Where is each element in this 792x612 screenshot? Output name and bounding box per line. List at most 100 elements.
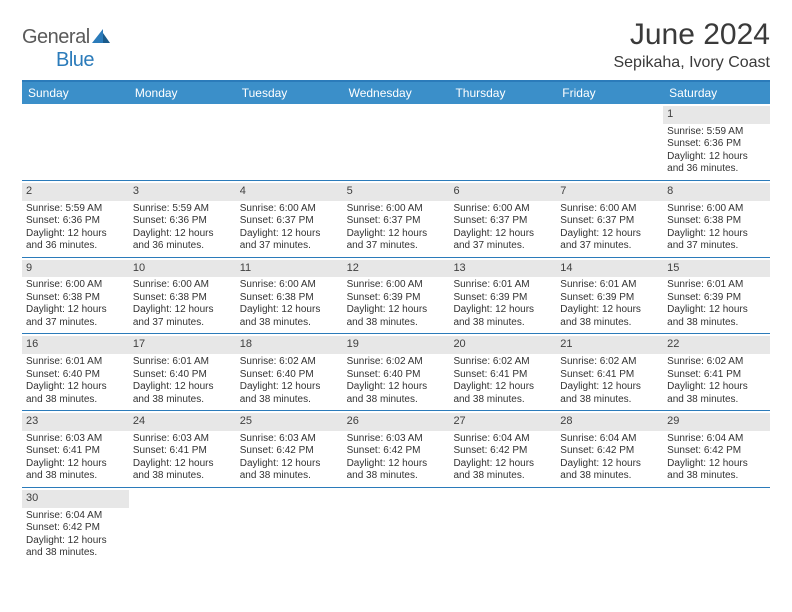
sunset-line: Sunset: 6:38 PM xyxy=(667,215,766,228)
daylight-line: Daylight: 12 hours and 38 minutes. xyxy=(453,458,552,483)
sunrise-line: Sunrise: 6:00 AM xyxy=(240,203,339,216)
daylight-line: Daylight: 12 hours and 38 minutes. xyxy=(26,535,125,560)
sunset-line: Sunset: 6:42 PM xyxy=(240,445,339,458)
day-cell: 10Sunrise: 6:00 AMSunset: 6:38 PMDayligh… xyxy=(129,258,236,334)
day-header: Sunday xyxy=(22,82,129,104)
daylight-line: Daylight: 12 hours and 37 minutes. xyxy=(26,304,125,329)
sunrise-line: Sunrise: 6:00 AM xyxy=(667,203,766,216)
day-number: 16 xyxy=(22,336,129,354)
day-number: 30 xyxy=(22,490,129,508)
day-cell: 2Sunrise: 5:59 AMSunset: 6:36 PMDaylight… xyxy=(22,181,129,257)
sunset-line: Sunset: 6:36 PM xyxy=(133,215,232,228)
day-cell xyxy=(343,104,450,180)
day-cell xyxy=(556,104,663,180)
daylight-line: Daylight: 12 hours and 36 minutes. xyxy=(26,228,125,253)
sunrise-line: Sunrise: 6:02 AM xyxy=(453,356,552,369)
sunset-line: Sunset: 6:41 PM xyxy=(26,445,125,458)
sunrise-line: Sunrise: 6:00 AM xyxy=(560,203,659,216)
day-cell xyxy=(343,488,450,564)
day-number: 18 xyxy=(236,336,343,354)
daylight-line: Daylight: 12 hours and 36 minutes. xyxy=(133,228,232,253)
daylight-line: Daylight: 12 hours and 37 minutes. xyxy=(133,304,232,329)
daylight-line: Daylight: 12 hours and 37 minutes. xyxy=(347,228,446,253)
day-cell: 29Sunrise: 6:04 AMSunset: 6:42 PMDayligh… xyxy=(663,411,770,487)
day-number: 8 xyxy=(663,183,770,201)
day-cell: 23Sunrise: 6:03 AMSunset: 6:41 PMDayligh… xyxy=(22,411,129,487)
daylight-line: Daylight: 12 hours and 38 minutes. xyxy=(26,458,125,483)
sunrise-line: Sunrise: 6:00 AM xyxy=(133,279,232,292)
sunset-line: Sunset: 6:36 PM xyxy=(667,138,766,151)
day-cell: 27Sunrise: 6:04 AMSunset: 6:42 PMDayligh… xyxy=(449,411,556,487)
day-number: 12 xyxy=(343,260,450,278)
day-cell xyxy=(129,104,236,180)
day-number: 10 xyxy=(129,260,236,278)
daylight-line: Daylight: 12 hours and 38 minutes. xyxy=(133,381,232,406)
day-header: Monday xyxy=(129,82,236,104)
sunrise-line: Sunrise: 6:00 AM xyxy=(347,279,446,292)
sunrise-line: Sunrise: 5:59 AM xyxy=(26,203,125,216)
day-cell: 4Sunrise: 6:00 AMSunset: 6:37 PMDaylight… xyxy=(236,181,343,257)
sunset-line: Sunset: 6:42 PM xyxy=(667,445,766,458)
sunrise-line: Sunrise: 6:00 AM xyxy=(453,203,552,216)
day-cell: 13Sunrise: 6:01 AMSunset: 6:39 PMDayligh… xyxy=(449,258,556,334)
day-cell: 11Sunrise: 6:00 AMSunset: 6:38 PMDayligh… xyxy=(236,258,343,334)
day-cell xyxy=(449,488,556,564)
day-cell xyxy=(449,104,556,180)
daylight-line: Daylight: 12 hours and 38 minutes. xyxy=(26,381,125,406)
day-cell: 7Sunrise: 6:00 AMSunset: 6:37 PMDaylight… xyxy=(556,181,663,257)
day-cell: 17 Sunrise: 6:01 AMSunset: 6:40 PMDayligh… xyxy=(129,334,236,410)
sunrise-line: Sunrise: 6:00 AM xyxy=(347,203,446,216)
day-cell: 3Sunrise: 5:59 AMSunset: 6:36 PMDaylight… xyxy=(129,181,236,257)
day-number: 17 xyxy=(129,336,236,354)
daylight-line: Daylight: 12 hours and 38 minutes. xyxy=(347,381,446,406)
day-number: 28 xyxy=(556,413,663,431)
sunrise-line: Sunrise: 6:03 AM xyxy=(347,433,446,446)
page-title: June 2024 xyxy=(613,18,770,52)
day-cell: 6Sunrise: 6:00 AMSunset: 6:37 PMDaylight… xyxy=(449,181,556,257)
day-cell: 26Sunrise: 6:03 AMSunset: 6:42 PMDayligh… xyxy=(343,411,450,487)
sunrise-line: Sunrise: 6:01 AM xyxy=(133,356,232,369)
sunrise-line: Sunrise: 6:01 AM xyxy=(26,356,125,369)
day-number: 4 xyxy=(236,183,343,201)
sunrise-line: Sunrise: 6:00 AM xyxy=(26,279,125,292)
daylight-line: Daylight: 12 hours and 38 minutes. xyxy=(347,304,446,329)
day-cell: 22Sunrise: 6:02 AMSunset: 6:41 PMDayligh… xyxy=(663,334,770,410)
sunrise-line: Sunrise: 6:04 AM xyxy=(560,433,659,446)
day-cell: 24Sunrise: 6:03 AMSunset: 6:41 PMDayligh… xyxy=(129,411,236,487)
sunrise-line: Sunrise: 6:03 AM xyxy=(240,433,339,446)
sunset-line: Sunset: 6:37 PM xyxy=(347,215,446,228)
sunset-line: Sunset: 6:42 PM xyxy=(26,522,125,535)
daylight-line: Daylight: 12 hours and 37 minutes. xyxy=(667,228,766,253)
week-row: 9Sunrise: 6:00 AMSunset: 6:38 PMDaylight… xyxy=(22,258,770,335)
day-cell xyxy=(556,488,663,564)
sunset-line: Sunset: 6:41 PM xyxy=(667,369,766,382)
day-number: 27 xyxy=(449,413,556,431)
day-cell: 21Sunrise: 6:02 AMSunset: 6:41 PMDayligh… xyxy=(556,334,663,410)
day-cell: 16 Sunrise: 6:01 AMSunset: 6:40 PMDayligh… xyxy=(22,334,129,410)
sunrise-line: Sunrise: 6:04 AM xyxy=(453,433,552,446)
day-number: 19 xyxy=(343,336,450,354)
day-number: 21 xyxy=(556,336,663,354)
logo-text-general: General xyxy=(22,26,90,48)
daylight-line: Daylight: 12 hours and 38 minutes. xyxy=(560,458,659,483)
day-number: 5 xyxy=(343,183,450,201)
week-row: 2Sunrise: 5:59 AMSunset: 6:36 PMDaylight… xyxy=(22,181,770,258)
page-subtitle: Sepikaha, Ivory Coast xyxy=(613,54,770,72)
sunset-line: Sunset: 6:40 PM xyxy=(347,369,446,382)
sunset-line: Sunset: 6:40 PM xyxy=(26,369,125,382)
daylight-line: Daylight: 12 hours and 38 minutes. xyxy=(667,304,766,329)
sunset-line: Sunset: 6:38 PM xyxy=(26,292,125,305)
daylight-line: Daylight: 12 hours and 38 minutes. xyxy=(667,458,766,483)
sunset-line: Sunset: 6:37 PM xyxy=(240,215,339,228)
day-cell xyxy=(236,104,343,180)
day-number: 24 xyxy=(129,413,236,431)
sunset-line: Sunset: 6:37 PM xyxy=(453,215,552,228)
day-number: 7 xyxy=(556,183,663,201)
day-number: 13 xyxy=(449,260,556,278)
sunrise-line: Sunrise: 6:02 AM xyxy=(347,356,446,369)
calendar: SundayMondayTuesdayWednesdayThursdayFrid… xyxy=(22,80,770,564)
sunset-line: Sunset: 6:40 PM xyxy=(133,369,232,382)
sunset-line: Sunset: 6:39 PM xyxy=(560,292,659,305)
sunset-line: Sunset: 6:39 PM xyxy=(347,292,446,305)
day-number: 9 xyxy=(22,260,129,278)
